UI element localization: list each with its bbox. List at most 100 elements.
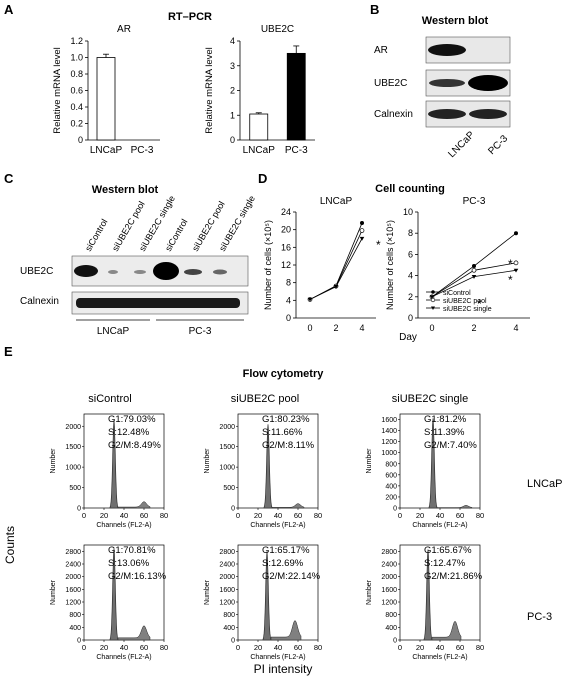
x-tick-label: 0 xyxy=(82,643,86,652)
x-tick-label: 60 xyxy=(140,511,148,520)
x-tick-label: 60 xyxy=(456,643,464,652)
y-tick-label: 0 xyxy=(393,638,397,645)
phase-percentage: G2/M:7.40% xyxy=(424,440,477,451)
row-label-pc3: PC-3 xyxy=(527,611,552,623)
x-tick-label: 0 xyxy=(236,511,240,520)
group-label-pc3: PC-3 xyxy=(189,326,212,337)
counts-axis-label: Counts xyxy=(3,526,17,564)
histogram-1-2: 0 400 800 1200 1600 2000 2400 2800 0 20 40 60 80 Chan… xyxy=(366,544,484,661)
panel-label-b: B xyxy=(370,2,379,17)
significance-star: * xyxy=(477,297,482,311)
x-tick-label: 80 xyxy=(160,643,168,652)
band-ube2c-lncap xyxy=(429,79,465,87)
y-tick-label: 1.0 xyxy=(70,53,83,63)
bar-chart-title: AR xyxy=(117,24,131,35)
y-tick-label: 4 xyxy=(230,36,235,46)
y-tick-label: 0 xyxy=(77,638,81,645)
x-tick-label: 80 xyxy=(476,643,484,652)
y-tick-label: 800 xyxy=(223,612,235,619)
phase-percentage: G1:65.17% xyxy=(262,545,310,556)
lane-label-lncap: LNCaP xyxy=(446,129,477,160)
phase-percentage: G2/M:21.86% xyxy=(424,571,483,582)
y-tick-label: 2000 xyxy=(65,574,81,581)
y-tick-label: 0 xyxy=(393,506,397,513)
col-label-pool: siUBE2C pool xyxy=(231,393,299,405)
x-tick-label: 40 xyxy=(120,643,128,652)
flow-cytometry-title: Flow cytometry xyxy=(243,368,325,380)
y-tick-label: 2000 xyxy=(219,424,235,431)
western-blot-title-c: Western blot xyxy=(92,184,159,196)
point xyxy=(359,228,365,233)
x-tick-label: 0 xyxy=(398,511,402,520)
legend-label: siUBE2C pool xyxy=(443,298,487,305)
point xyxy=(333,285,339,289)
g1-peak xyxy=(109,548,119,641)
x-tick-label: 20 xyxy=(254,643,262,652)
y-tick-label: 3 xyxy=(230,61,235,71)
y-tick-label: 1600 xyxy=(381,417,397,424)
bar xyxy=(286,52,306,141)
category-label: PC-3 xyxy=(285,145,308,156)
y-tick-label: 1200 xyxy=(65,600,81,607)
category-label: PC-3 xyxy=(131,145,154,156)
legend-marker xyxy=(430,297,436,303)
phase-percentage: S:12.47% xyxy=(424,558,466,569)
y-tick-label: 2800 xyxy=(219,549,235,556)
category-label: LNCaP xyxy=(90,145,123,156)
band-calnexin-pc3 xyxy=(469,109,507,119)
y-tick-label: 1 xyxy=(230,110,235,120)
g2m-peak xyxy=(117,501,151,509)
band-c-ube2c-2 xyxy=(108,270,118,274)
col-label-sicontrol: siControl xyxy=(88,393,131,405)
y-tick-label: 400 xyxy=(385,625,397,632)
y-tick-label: 12 xyxy=(281,260,291,270)
x-tick-label: 40 xyxy=(436,511,444,520)
panel-a: RT–PCR AR 0 0.2 0.4 0.6 0.8 1.0 1.2 Relative mRN… xyxy=(52,11,315,156)
band-ube2c-pc3 xyxy=(468,75,508,91)
y-axis-label: Number xyxy=(50,448,57,474)
panel-e: Flow cytometry siControl siUBE2C pool si… xyxy=(3,368,562,676)
y-tick-label: 8 xyxy=(408,228,413,238)
y-tick-label: 200 xyxy=(385,494,397,501)
phase-percentage: S:12.48% xyxy=(108,427,150,438)
band-c-ube2c-6 xyxy=(213,269,227,275)
point xyxy=(360,221,364,226)
y-tick-label: 800 xyxy=(69,612,81,619)
histogram-1-1: 0 400 800 1200 1600 2000 2400 2800 0 20 40 60 80 Chan… xyxy=(204,544,322,661)
y-axis-label: Relative mRNA level xyxy=(52,47,63,134)
y-tick-label: 400 xyxy=(385,483,397,490)
y-tick-label: 1400 xyxy=(381,428,397,435)
g1-peak xyxy=(262,551,272,641)
y-tick-label: 6 xyxy=(408,249,413,259)
x-tick-label: 40 xyxy=(120,511,128,520)
point xyxy=(471,267,477,273)
point xyxy=(513,260,519,266)
point xyxy=(514,231,518,236)
phase-percentage: G1:70.81% xyxy=(108,545,156,556)
band-c-ube2c-5 xyxy=(184,269,202,275)
x-tick-label: 80 xyxy=(314,643,322,652)
x-tick-label: 80 xyxy=(476,511,484,520)
y-tick-label: 16 xyxy=(281,242,291,252)
y-tick-label: 1500 xyxy=(219,444,235,451)
y-axis-label: Number xyxy=(204,579,211,605)
g1-peak xyxy=(428,418,438,509)
phase-percentage: G1:80.23% xyxy=(262,414,310,425)
g2m-peak xyxy=(270,620,302,641)
y-tick-label: 500 xyxy=(223,485,235,492)
legend-label: siControl xyxy=(443,290,471,297)
bar xyxy=(249,113,269,141)
y-tick-label: 1600 xyxy=(65,587,81,594)
y-tick-label: 2400 xyxy=(65,562,81,569)
y-tick-label: 2000 xyxy=(65,424,81,431)
g2m-peak xyxy=(436,505,473,509)
blot-label-ube2c: UBE2C xyxy=(374,78,407,89)
y-tick-label: 2400 xyxy=(381,562,397,569)
day-axis-label: Day xyxy=(399,332,417,343)
x-tick-label: 20 xyxy=(416,511,424,520)
x-tick-label: 60 xyxy=(294,643,302,652)
x-tick-label: 40 xyxy=(274,643,282,652)
histogram-0-1: 0 500 1000 1500 2000 0 20 40 60 80 Channels (FL2-A… xyxy=(204,413,322,529)
y-tick-label: 24 xyxy=(281,207,291,217)
